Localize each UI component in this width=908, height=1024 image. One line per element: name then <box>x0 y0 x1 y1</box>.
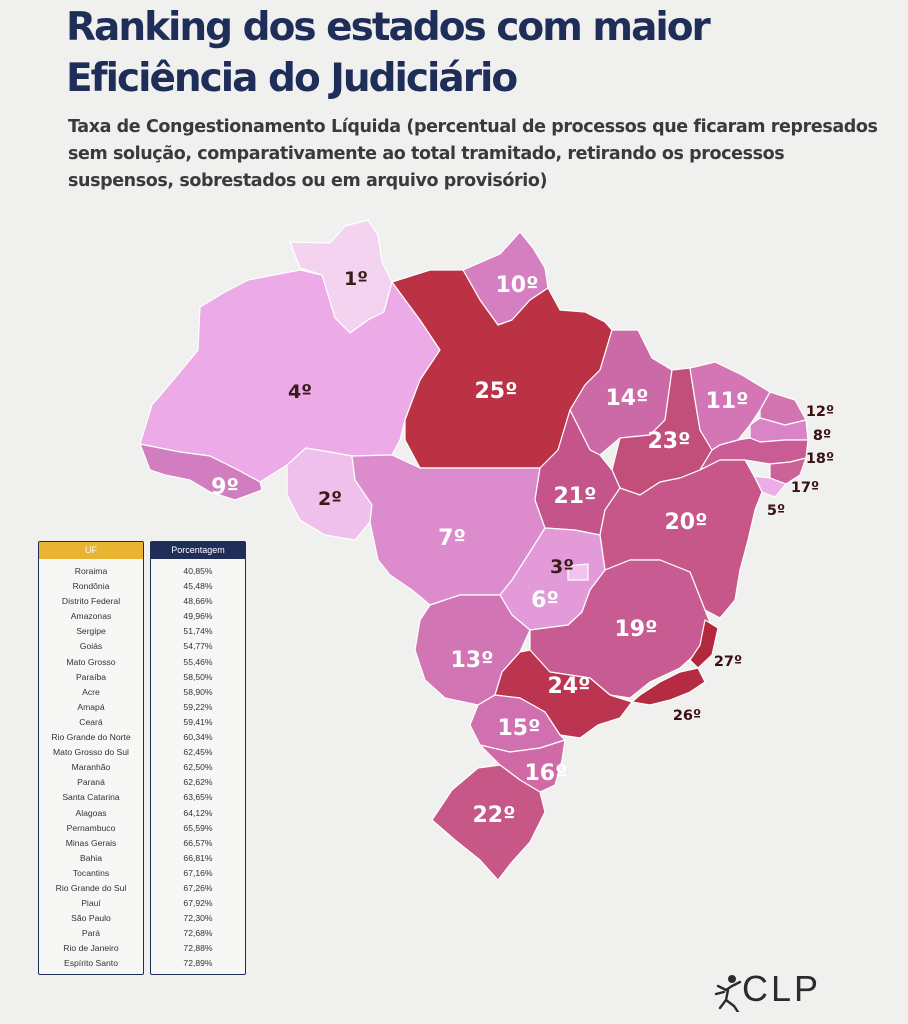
rank-label-ac: 9º <box>211 475 239 500</box>
uf-cell: Rio Grande do Norte <box>51 732 131 743</box>
rank-label-es: 27º <box>714 654 742 670</box>
uf-cell: Bahia <box>80 852 102 863</box>
uf-cell: Paraíba <box>75 671 107 682</box>
uf-table: UF Roraima Rondônia Distrito Federal Amazon… <box>38 541 144 975</box>
state-CE <box>689 361 771 451</box>
rank-label-sc: 16º <box>524 761 567 786</box>
uf-cell: Pará <box>81 928 101 939</box>
state-MA <box>569 329 673 456</box>
percentage-cell: 66,81% <box>183 852 213 863</box>
uf-cell: Distrito Federal <box>61 596 121 607</box>
rank-label-to: 21º <box>553 484 596 509</box>
state-MG <box>529 559 713 699</box>
percentage-cell: 63,65% <box>183 792 213 803</box>
rank-label-ms: 13º <box>450 648 493 673</box>
uf-cell: Tocantins <box>72 867 110 878</box>
clp-logo: CLP <box>712 968 862 1014</box>
rank-label-df: 3º <box>550 556 574 578</box>
percentage-table: Porcentagem 40,85% 45,48% 48,66% 49,96% 51,7… <box>150 541 246 975</box>
percentage-cell: 72,68% <box>183 928 213 939</box>
uf-cell: Pernambuco <box>66 822 116 833</box>
percentage-cell: 45,48% <box>183 581 213 592</box>
percentage-cell: 48,66% <box>183 596 213 607</box>
percentage-cell: 51,74% <box>183 626 213 637</box>
percentage-cell: 72,89% <box>183 958 213 969</box>
percentage-cell: 64,12% <box>183 807 213 818</box>
rank-label-rj: 26º <box>673 708 701 724</box>
uf-cell: Santa Catarina <box>62 792 120 803</box>
rank-label-rs: 22º <box>472 803 515 828</box>
percentage-cell: 58,90% <box>183 686 213 697</box>
rank-label-go: 6º <box>531 588 559 613</box>
clp-logo-text: CLP <box>742 968 822 1009</box>
state-AC <box>139 443 263 501</box>
percentage-cell: 54,77% <box>183 641 213 652</box>
rank-label-rr: 1º <box>344 268 368 290</box>
uf-cell: Sergipe <box>76 626 106 637</box>
rank-label-pi: 23º <box>647 429 690 454</box>
uf-cell: Goiás <box>79 641 103 652</box>
uf-header: UF <box>39 542 143 559</box>
rank-label-ap: 10º <box>495 273 538 298</box>
percentage-cell: 58,50% <box>183 671 213 682</box>
percentage-cell: 72,88% <box>183 943 213 954</box>
percentage-cell: 67,16% <box>183 867 213 878</box>
uf-cell: Alagoas <box>75 807 107 818</box>
rank-label-se: 5º <box>767 503 785 519</box>
uf-cell: Mato Grosso do Sul <box>53 747 129 758</box>
rank-label-pr: 15º <box>497 716 540 741</box>
uf-cell: Ceará <box>79 716 103 727</box>
rank-label-ro: 2º <box>318 488 342 510</box>
percentage-cell: 66,57% <box>183 837 213 848</box>
state-DF <box>567 563 589 581</box>
uf-cell: Paraná <box>77 777 105 788</box>
uf-cell: Rio de Janeiro <box>63 943 119 954</box>
state-RS <box>431 764 546 881</box>
percentage-cell: 62,50% <box>183 762 213 773</box>
uf-cell: Rondônia <box>72 581 110 592</box>
rank-label-mg: 19º <box>614 617 657 642</box>
rank-label-ma: 14º <box>605 386 648 411</box>
uf-cell: Mato Grosso <box>66 656 116 667</box>
rank-label-sp: 24º <box>547 674 590 699</box>
rank-label-pa: 25º <box>474 379 517 404</box>
clp-figure-icon <box>714 975 742 1014</box>
uf-cell: Rio Grande do Sul <box>55 882 127 893</box>
percentage-cell: 65,59% <box>183 822 213 833</box>
rank-label-pb: 8º <box>813 428 831 444</box>
uf-cell: Piauí <box>81 898 101 909</box>
percentage-cell: 59,41% <box>183 716 213 727</box>
rank-label-ba: 20º <box>664 510 707 535</box>
uf-cell: Roraima <box>74 566 108 576</box>
rank-label-al: 17º <box>791 480 819 496</box>
rank-label-am: 4º <box>288 381 312 403</box>
percentage-cell: 59,22% <box>183 701 213 712</box>
state-RJ <box>631 667 706 706</box>
rank-label-pe: 18º <box>806 451 834 467</box>
percentage-cell: 67,92% <box>183 898 213 909</box>
percentage-cell: 60,34% <box>183 732 213 743</box>
percentage-header: Porcentagem <box>151 542 245 559</box>
percentage-cell: 62,45% <box>183 747 213 758</box>
uf-cell: Espírito Santo <box>64 958 118 969</box>
percentage-cell: 49,96% <box>183 611 213 622</box>
rank-label-mt: 7º <box>438 526 466 551</box>
percentage-cell: 62,62% <box>183 777 213 788</box>
page-subtitle: Taxa de Congestionamento Líquida (percen… <box>68 117 878 191</box>
page-title: Ranking dos estados com maior Eficiência… <box>66 5 711 101</box>
percentage-cell: 55,46% <box>183 656 213 667</box>
percentage-cell: 40,85% <box>183 566 213 576</box>
state-AM <box>139 269 441 483</box>
uf-cell: Minas Gerais <box>65 837 117 848</box>
uf-cell: São Paulo <box>71 913 111 924</box>
rank-label-rn: 12º <box>806 404 834 420</box>
uf-cell: Maranhão <box>71 762 111 773</box>
uf-cell: Amapá <box>77 701 105 712</box>
uf-cell: Acre <box>82 686 100 697</box>
percentage-cell: 67,26% <box>183 882 213 893</box>
percentage-cell: 72,30% <box>183 913 213 924</box>
uf-cell: Amazonas <box>70 611 112 622</box>
rank-label-ce: 11º <box>705 389 748 414</box>
